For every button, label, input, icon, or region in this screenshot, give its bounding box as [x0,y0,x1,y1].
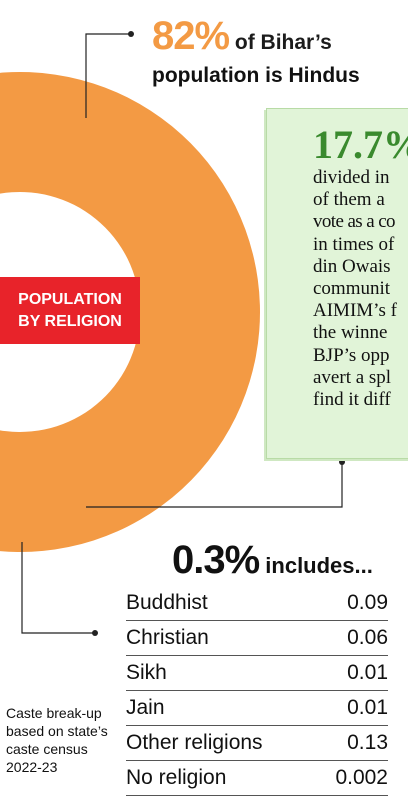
religion-value: 0.01 [315,655,388,691]
religion-name: No religion [126,760,316,796]
religion-breakdown-table: Buddhist 0.09 Christian 0.06 Sikh 0.01 Jain… [126,586,388,796]
callout-line: divided in [313,167,390,188]
table-row: Sikh 0.01 [126,655,388,691]
callout-line: find it diff [313,389,391,411]
religion-value: 0.06 [315,620,388,656]
slice-hindus [0,72,260,552]
religion-name: Other religions [126,725,316,761]
headline-text: of Bihar’s [229,31,332,54]
religion-value: 0.13 [315,725,388,761]
hindu-leader-line [85,33,131,118]
callout-line: communit [313,278,391,300]
others-includes-text: includes... [259,553,373,578]
religion-name: Sikh [126,655,316,691]
headline-line2: population is Hindus [152,64,360,87]
table-row: Christian 0.06 [126,620,388,656]
religion-value: 0.01 [315,690,388,726]
others-heading: 0.3% includes... [172,538,373,583]
muslim-leader-line-dot [339,459,345,465]
chart-label-line2: BY RELIGION [18,312,122,330]
callout-percentage: 17.7% [313,122,408,167]
others-percentage: 0.3% [172,538,260,582]
table-row: Jain 0.01 [126,690,388,726]
headline-percentage: 82% [152,14,230,58]
callout-line: din Owais [313,255,391,277]
callout-line: avert a spl [313,366,392,388]
others-leader-line-dot [92,630,98,636]
callout-line: AIMIM’s f [313,300,397,322]
callout-line: BJP’s opp [313,344,390,366]
source-note: Caste break-up based on state’s caste ce… [6,705,108,775]
callout-line: of them a [313,189,385,211]
religion-name: Buddhist [126,586,316,621]
chart-label: POPULATION BY RELIGION [0,277,140,344]
muslim-callout-box: 17.7% divided in of them a vote as a co … [266,108,408,459]
religion-value: 0.09 [315,586,388,621]
religion-name: Jain [126,690,316,726]
callout-line: the winne [313,322,388,344]
callout-text: divided in of them a vote as a co in tim… [313,167,408,411]
muslim-leader-line [86,462,343,508]
table-row: No religion 0.002 [126,760,388,796]
headline: 82% of Bihar’s population is Hindus [152,14,408,87]
table-row: Buddhist 0.09 [126,586,388,621]
religion-value: 0.002 [315,760,388,796]
callout-line: in times of [313,233,395,255]
hindu-leader-line-dot [128,31,134,37]
callout-line: vote as a co [313,211,396,233]
religion-name: Christian [126,620,316,656]
table-row: Other religions 0.13 [126,725,388,761]
others-leader-line [21,542,95,634]
chart-label-line1: POPULATION [18,290,122,308]
